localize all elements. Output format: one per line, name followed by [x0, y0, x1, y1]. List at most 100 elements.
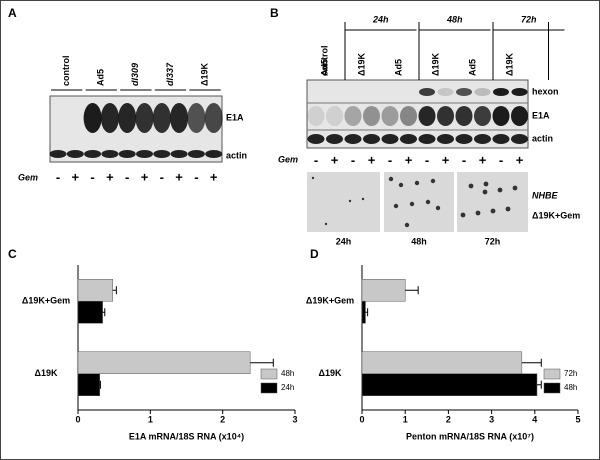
gem-sign: - [351, 152, 355, 167]
gem-sign: - [314, 152, 318, 167]
category-label: Δ19K+Gem [22, 296, 70, 306]
time-label: 72h [521, 14, 537, 24]
lane-label: dl309 [130, 63, 140, 86]
cell-dot [435, 205, 441, 211]
band [381, 134, 399, 144]
lane-label: Δ19K [431, 53, 441, 76]
band [307, 134, 325, 144]
cell-dot [482, 189, 488, 195]
gem-sign: - [462, 152, 466, 167]
lane-label: Ad5 [320, 59, 330, 76]
band [363, 134, 380, 144]
lane-label: Ad5 [96, 69, 106, 86]
bar [361, 373, 538, 396]
category-label: Δ19K [319, 368, 342, 378]
gem-sign: + [479, 152, 487, 167]
image-label: Δ19K+Gem [532, 210, 580, 220]
row-label: hexon [532, 86, 559, 96]
error-bar [405, 286, 419, 295]
panel-label: B [270, 6, 279, 20]
cell-dot [404, 222, 410, 228]
x-tick-label: 3 [292, 414, 297, 424]
row-label: actin [226, 150, 247, 160]
band [511, 106, 528, 126]
gem-sign: - [160, 169, 164, 184]
blot [306, 79, 529, 149]
band [437, 88, 454, 96]
legend-label: 24h [281, 383, 294, 392]
band [49, 150, 67, 158]
gem-sign: - [388, 152, 392, 167]
band [187, 103, 206, 133]
band [344, 134, 362, 144]
legend-swatch [543, 368, 561, 380]
band [205, 150, 223, 158]
band [118, 150, 136, 158]
band [307, 106, 325, 126]
gem-sign: - [499, 152, 503, 167]
image-time-label: 48h [411, 236, 427, 246]
legend-label: 48h [564, 383, 577, 392]
bar [361, 301, 366, 324]
cell-dot [361, 197, 365, 201]
band [66, 150, 84, 158]
cell-dot [393, 203, 399, 209]
cell-dot [490, 208, 496, 214]
band [187, 150, 205, 158]
cell-dot [460, 212, 466, 218]
gem-sign: + [516, 152, 524, 167]
band [474, 106, 491, 126]
time-label: 24h [372, 14, 389, 24]
gem-label: Gem [18, 172, 38, 182]
band [153, 150, 171, 158]
x-axis-label: E1A mRNA/18S RNA (x10⁴) [129, 431, 244, 441]
cell-dot [348, 199, 352, 203]
cell-dot [425, 199, 431, 205]
legend-swatch [260, 368, 278, 380]
band [418, 106, 436, 126]
gem-sign: + [141, 169, 149, 184]
panel-label: D [310, 247, 319, 261]
x-tick-label: 2 [220, 414, 225, 424]
band [455, 106, 473, 126]
lane-label: control [61, 56, 71, 87]
band [83, 103, 102, 133]
cell-dot [414, 180, 420, 186]
band [135, 103, 154, 133]
band [363, 106, 380, 126]
gem-sign: - [194, 169, 198, 184]
band [400, 134, 417, 144]
x-tick-label: 1 [148, 414, 153, 424]
legend-swatch [543, 382, 561, 394]
lane-label: Δ19K [505, 53, 515, 76]
band [511, 88, 528, 96]
cell-dot [505, 206, 511, 212]
band [381, 106, 399, 126]
band [170, 103, 189, 133]
image-time-label: 72h [485, 236, 501, 246]
gem-sign: - [90, 169, 94, 184]
bar [77, 351, 251, 374]
micrograph [307, 172, 380, 232]
cell-dot [388, 176, 394, 182]
bar [361, 279, 406, 302]
gem-sign: + [106, 169, 114, 184]
gem-sign: + [405, 152, 413, 167]
image-time-label: 24h [336, 236, 352, 246]
lane-label: Δ19K [199, 63, 209, 86]
time-label: 48h [446, 14, 463, 24]
legend-label: 72h [564, 369, 577, 378]
lane-label: control [320, 46, 330, 77]
error-bar [112, 286, 117, 295]
cell-dot [475, 210, 481, 216]
row-label: E1A [226, 112, 244, 122]
cell-dot [324, 222, 328, 226]
error-bar [102, 308, 106, 317]
band [326, 106, 343, 126]
band [456, 88, 472, 96]
panel-label: C [8, 247, 17, 261]
x-tick-label: 0 [359, 414, 364, 424]
band [511, 134, 528, 144]
gem-sign: + [442, 152, 450, 167]
